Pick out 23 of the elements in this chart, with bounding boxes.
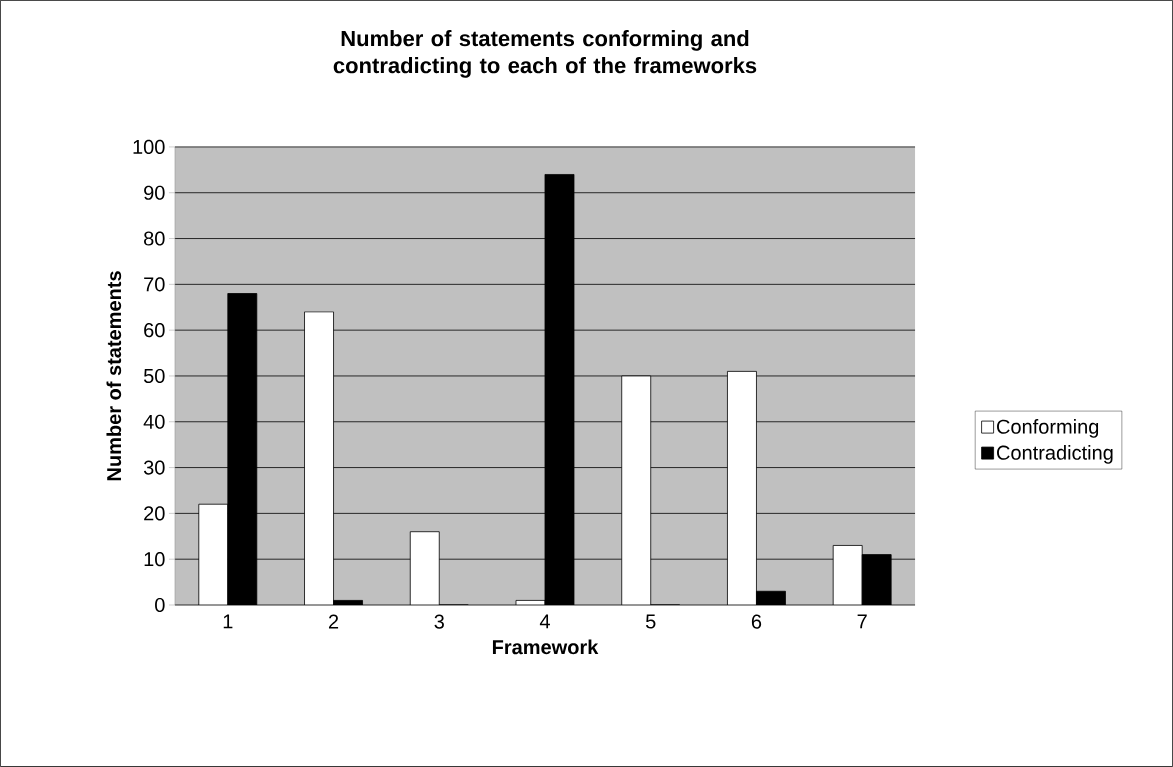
x-tick-label: 4 [539,614,550,629]
x-tick-label: 3 [434,614,444,629]
y-tick-label: 40 [143,414,165,429]
y-tick-label: 50 [143,368,165,384]
y-axis-title: Number of statements [106,271,122,481]
x-tick-label: 7 [857,614,867,629]
x-tick-label: 6 [751,614,762,629]
chart-title: Number of statements conforming and contradicting to each of the frameworks [333,30,757,78]
legend-label: Conforming [997,419,1099,438]
y-tick-label: 80 [144,231,165,246]
x-tick-label: 5 [645,614,656,629]
legend-label: Contradicting [997,445,1113,464]
y-tick-label: 60 [144,323,165,338]
y-tick-label: 10 [144,552,165,567]
y-tick-label: 70 [144,277,165,292]
y-tick-label: 20 [144,506,165,521]
y-tick-label: 100 [133,139,165,155]
x-tick-label: 1 [223,614,233,629]
y-tick-label: 0 [155,597,165,613]
y-tick-label: 90 [144,185,165,200]
x-axis-title: Framework [492,639,599,655]
y-tick-label: 30 [143,460,165,475]
x-tick-label: 2 [328,614,339,629]
